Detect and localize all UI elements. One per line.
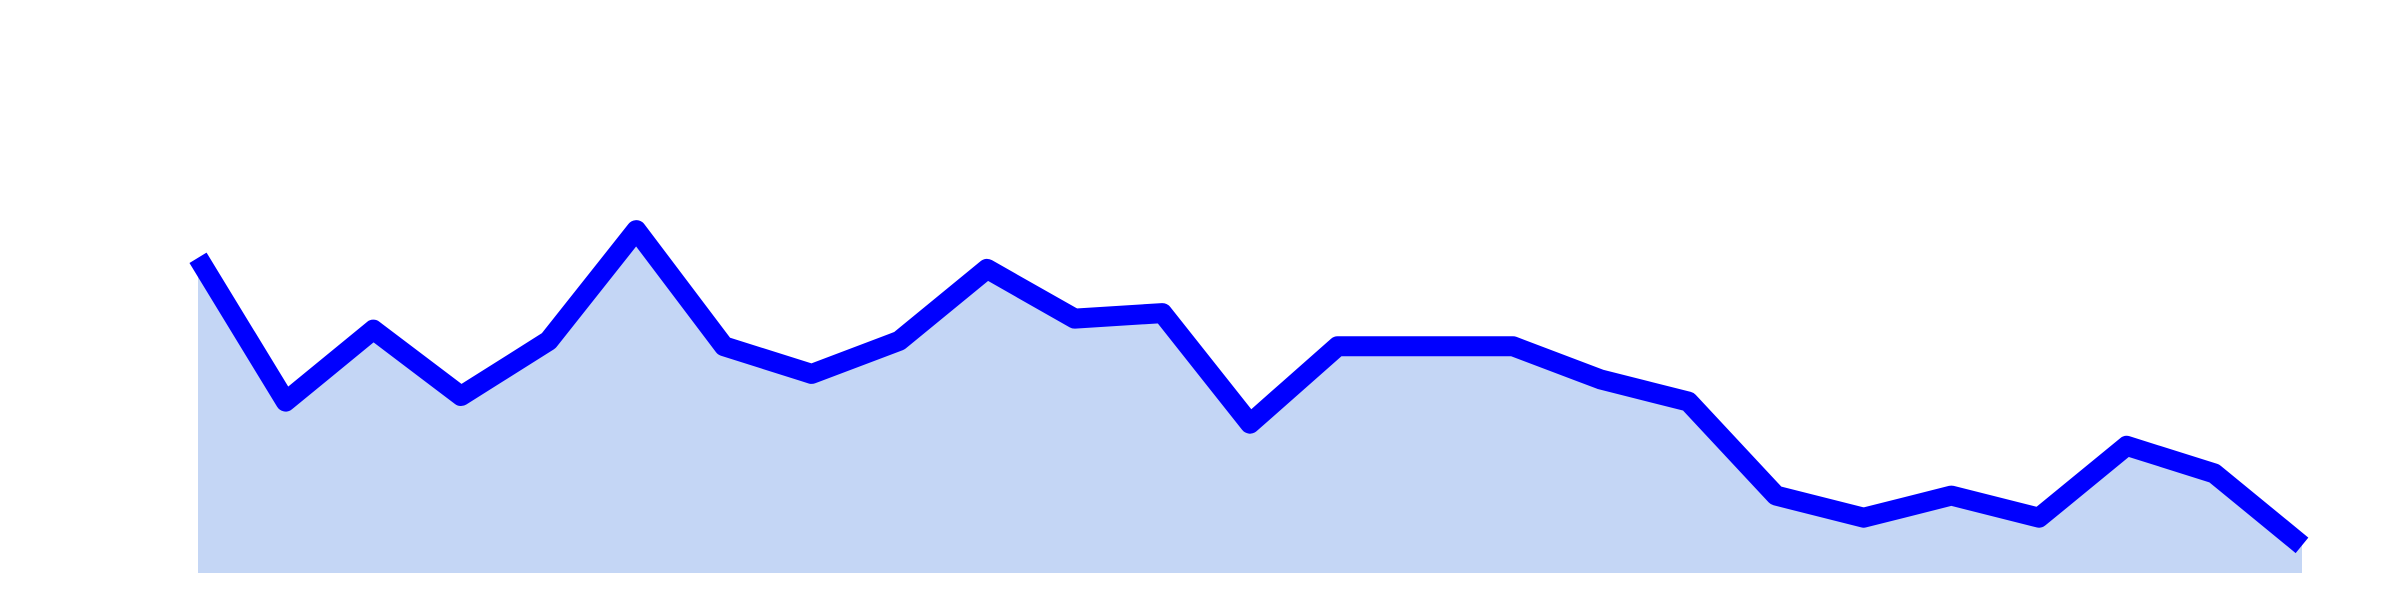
- plot-area: [189, 220, 2309, 573]
- series-line: [189, 220, 2309, 554]
- area-fill: [198, 230, 2302, 573]
